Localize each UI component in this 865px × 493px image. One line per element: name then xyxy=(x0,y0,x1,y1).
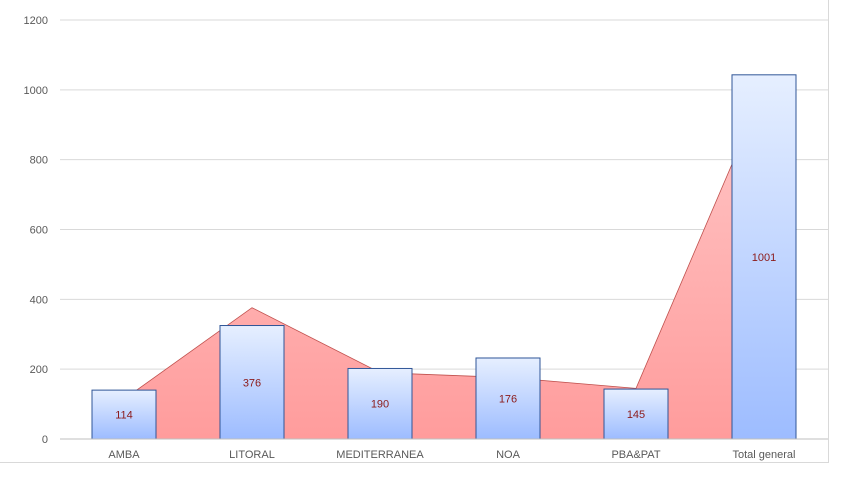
data-label: 190 xyxy=(371,399,389,411)
x-tick-label: PBA&PAT xyxy=(611,449,660,461)
x-tick-label: Total general xyxy=(733,449,796,461)
data-label: 114 xyxy=(115,410,133,422)
y-tick-label: 800 xyxy=(30,155,48,167)
data-label: 176 xyxy=(499,393,517,405)
x-tick-label: LITORAL xyxy=(229,449,275,461)
x-tick-label: NOA xyxy=(496,449,521,461)
y-tick-label: 1200 xyxy=(24,15,48,27)
data-label: 1001 xyxy=(752,252,776,264)
x-tick-label: MEDITERRANEA xyxy=(336,449,424,461)
bar-series xyxy=(91,74,797,440)
bar xyxy=(731,74,797,440)
data-labels: 114 376 190 176 145 1001 xyxy=(115,252,776,422)
x-tick-label: AMBA xyxy=(108,449,140,461)
y-tick-label: 400 xyxy=(30,294,48,306)
chart-frame xyxy=(0,0,829,463)
y-tick-label: 1000 xyxy=(24,85,48,97)
y-tick-label: 600 xyxy=(30,225,48,237)
y-tick-label: 200 xyxy=(30,364,48,376)
axes: 0 200 400 600 800 1000 1200 AMBA LITORAL MEDITERR… xyxy=(24,15,828,461)
bar xyxy=(91,389,157,440)
data-label: 376 xyxy=(243,377,261,389)
data-label: 145 xyxy=(627,409,645,421)
y-tick-label: 0 xyxy=(42,434,48,446)
